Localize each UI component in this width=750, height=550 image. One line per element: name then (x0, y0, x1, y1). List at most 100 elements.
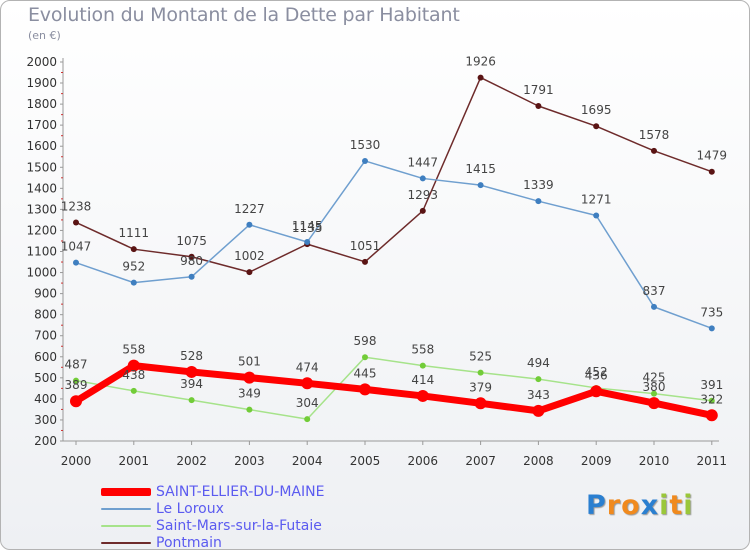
y-tick-label: 600 (34, 350, 57, 364)
y-tick-label: 200 (34, 434, 57, 448)
x-tick-label: 2005 (350, 454, 381, 468)
axes (62, 58, 719, 442)
x-tick-label: 2004 (292, 454, 323, 468)
data-point (188, 253, 195, 260)
data-point (705, 409, 718, 422)
data-point (304, 416, 311, 423)
data-label: 394 (180, 377, 203, 391)
legend-label: Saint-Mars-sur-la-Futaie (156, 518, 322, 534)
series-line (75, 160, 713, 330)
series-pontmain (73, 74, 715, 276)
y-tick-label: 300 (34, 413, 57, 427)
y-tick-label: 1400 (26, 181, 57, 195)
data-label: 304 (296, 396, 319, 410)
data-point (651, 303, 657, 310)
data-label: 389 (65, 378, 88, 392)
data-label: 1135 (292, 221, 323, 235)
y-axis-ticks: 2000 1900 1800 1700 1600 1500 1400 1300 1200 1100… (26, 55, 63, 448)
y-tick-label: 1300 (26, 202, 57, 216)
data-label: 1695 (581, 103, 612, 117)
series-saint-mars-sur-la-futaie (73, 354, 715, 423)
data-point (593, 123, 600, 130)
chart-title: Evolution du Montant de la Dette par Hab… (28, 4, 460, 26)
legend-swatch (101, 525, 151, 527)
data-point (362, 157, 368, 164)
x-tick-label: 2007 (465, 454, 496, 468)
series-saint-ellier-du-maine (70, 359, 718, 422)
data-label: 525 (469, 350, 492, 364)
chart-unit-label: (en €) (28, 29, 61, 42)
data-point (708, 325, 715, 332)
x-tick-label: 2009 (581, 454, 612, 468)
y-tick-label: 1100 (26, 245, 57, 259)
y-tick-label: 400 (34, 392, 57, 406)
data-point (130, 246, 137, 253)
data-point (419, 362, 426, 369)
data-label: 598 (354, 334, 377, 348)
data-point (419, 175, 426, 182)
data-point (532, 404, 545, 417)
x-axis-ticks: 2000 2001 2002 2003 2004 2005 2006 2007 2008 2009… (61, 441, 727, 468)
y-tick-label: 2000 (26, 55, 57, 69)
logo-letter: i (683, 490, 694, 521)
x-tick-label: 2002 (176, 454, 207, 468)
data-point (243, 371, 256, 384)
data-label: 1479 (697, 149, 728, 163)
data-label: 1145 (292, 219, 323, 233)
data-label: 980 (180, 254, 203, 268)
data-label: 837 (643, 284, 666, 298)
y-tick-label: 1600 (26, 139, 57, 153)
data-point (651, 390, 657, 397)
data-label: 414 (411, 373, 434, 387)
x-tick-label: 2003 (234, 454, 265, 468)
y-tick-label: 1900 (26, 76, 57, 90)
data-label: 445 (354, 366, 377, 380)
data-point (593, 212, 600, 219)
logo-letter: r (606, 490, 622, 521)
data-point (73, 377, 79, 384)
data-label: 558 (411, 343, 434, 357)
data-label: 452 (585, 365, 608, 379)
data-label: 349 (238, 387, 261, 401)
series-line (75, 356, 713, 420)
data-point (130, 279, 137, 286)
data-point (708, 397, 715, 404)
x-tick-label: 2006 (408, 454, 439, 468)
data-point (301, 377, 314, 390)
data-point (130, 387, 137, 394)
data-label: 1530 (350, 138, 381, 152)
data-label: 474 (296, 360, 319, 374)
data-point (535, 103, 542, 110)
data-point (188, 397, 195, 404)
data-point (474, 397, 487, 410)
data-point (127, 359, 140, 372)
x-tick-label: 2000 (61, 454, 92, 468)
data-label: 735 (700, 305, 723, 319)
y-tick-label: 1700 (26, 118, 57, 132)
x-tick-label: 2011 (697, 454, 728, 468)
data-point (477, 369, 484, 376)
data-label: 425 (643, 371, 666, 385)
data-label: 1578 (639, 128, 670, 142)
x-tick-label: 2001 (119, 454, 150, 468)
proxiti-logo: Proxiti (586, 490, 694, 521)
y-tick-label: 500 (34, 371, 57, 385)
data-label: 1415 (465, 162, 496, 176)
data-point (535, 376, 542, 383)
data-point (648, 397, 660, 410)
data-label: 952 (122, 260, 145, 274)
data-label: 1271 (581, 192, 612, 206)
data-label: 436 (585, 368, 608, 382)
data-label: 487 (65, 358, 88, 372)
y-tick-label: 700 (34, 329, 57, 343)
data-point (362, 258, 368, 265)
data-label: 494 (527, 356, 550, 370)
data-label: 1075 (176, 234, 207, 248)
logo-letter: t (669, 490, 684, 521)
data-label: 1047 (61, 240, 92, 254)
data-label: 343 (527, 388, 550, 402)
data-label: 391 (700, 378, 723, 392)
legend-swatch (101, 542, 151, 544)
